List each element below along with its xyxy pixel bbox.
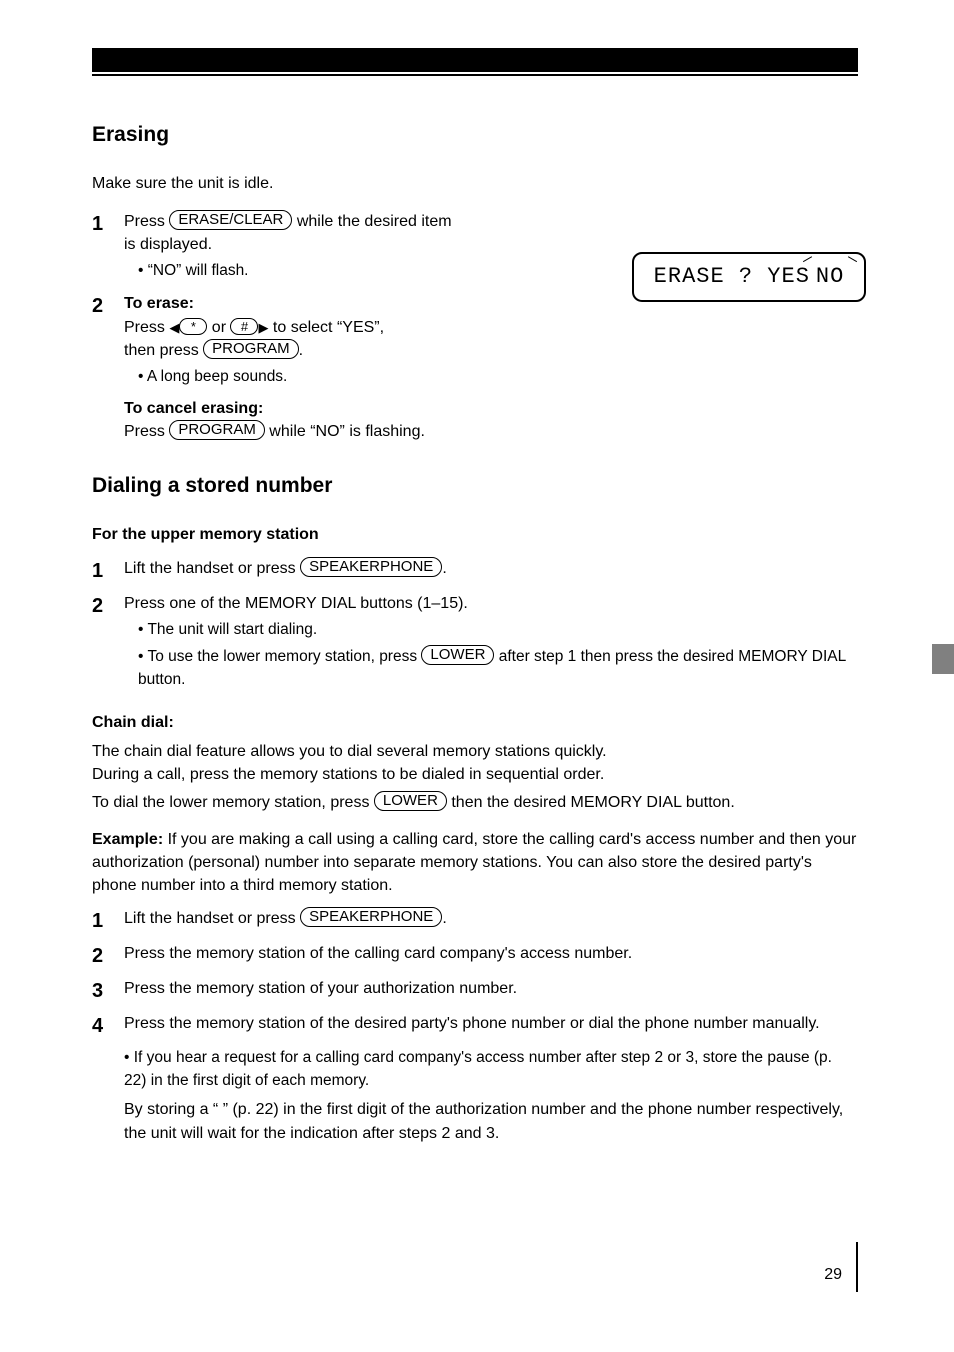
step-number: 2 [92,592,124,692]
right-arrow-icon: ▶ [258,320,268,335]
chain-step-3: 3 Press the memory station of your autho… [92,977,858,1006]
header-rule-thick [92,48,858,72]
section-dialing: Dialing a stored number For the upper me… [92,471,858,691]
erase-step-2: 2 To erase: Press ◀* or #▶ to select “YE… [92,292,858,442]
program-button: PROGRAM [169,420,265,440]
chain-title: Chain dial: [92,711,858,734]
side-index-tab [932,644,954,674]
dial-step-1: 1 Lift the handset or press SPEAKERPHONE… [92,557,858,586]
step-number: 1 [92,907,124,936]
example-label: Example: [92,831,163,848]
lower-button: LOWER [374,791,447,811]
speakerphone-button: SPEAKERPHONE [300,907,442,927]
hash-key: # [230,318,258,335]
bullet: • A long beep sounds. [138,366,858,388]
bullet: • The unit will start dialing. [138,619,858,641]
program-button: PROGRAM [203,339,299,359]
lcd-blink-text: NO [816,261,844,293]
step-number: 2 [92,292,124,442]
left-arrow-icon: ◀ [169,320,179,335]
chain-step-4: 4 Press the memory station of the desire… [92,1012,858,1041]
page-content: ERASE ? YES NO Erasing Make sure the uni… [92,120,858,1165]
section-chain-dial: Chain dial: The chain dial feature allow… [92,711,858,1145]
step-number: 4 [92,1012,124,1041]
speakerphone-button: SPEAKERPHONE [300,557,442,577]
dial-step-2: 2 Press one of the MEMORY DIAL buttons (… [92,592,858,692]
step-number: 1 [92,210,124,283]
lower-button: LOWER [421,645,494,665]
star-key: * [179,318,207,335]
chain-step-1: 1 Lift the handset or press SPEAKERPHONE… [92,907,858,936]
erase-clear-button: ERASE/CLEAR [169,210,292,230]
dialing-title: Dialing a stored number [92,471,858,501]
erasing-title: Erasing [92,120,858,150]
lcd-display: ERASE ? YES NO [632,252,866,302]
chain-note: By storing a “ ” (p. 22) in the first di… [124,1098,858,1144]
step-number: 3 [92,977,124,1006]
step-number: 1 [92,557,124,586]
lcd-text: ERASE ? YES [654,261,810,293]
bullet: • If you hear a request for a calling ca… [124,1047,858,1092]
erasing-intro: Make sure the unit is idle. [92,172,858,195]
header-rule-thin [92,74,858,76]
chain-step-2: 2 Press the memory station of the callin… [92,942,858,971]
bullet: • To use the lower memory station, press… [138,645,858,691]
step-number: 2 [92,942,124,971]
page-number: 29 [824,1242,858,1292]
dialing-subtitle: For the upper memory station [92,523,858,546]
